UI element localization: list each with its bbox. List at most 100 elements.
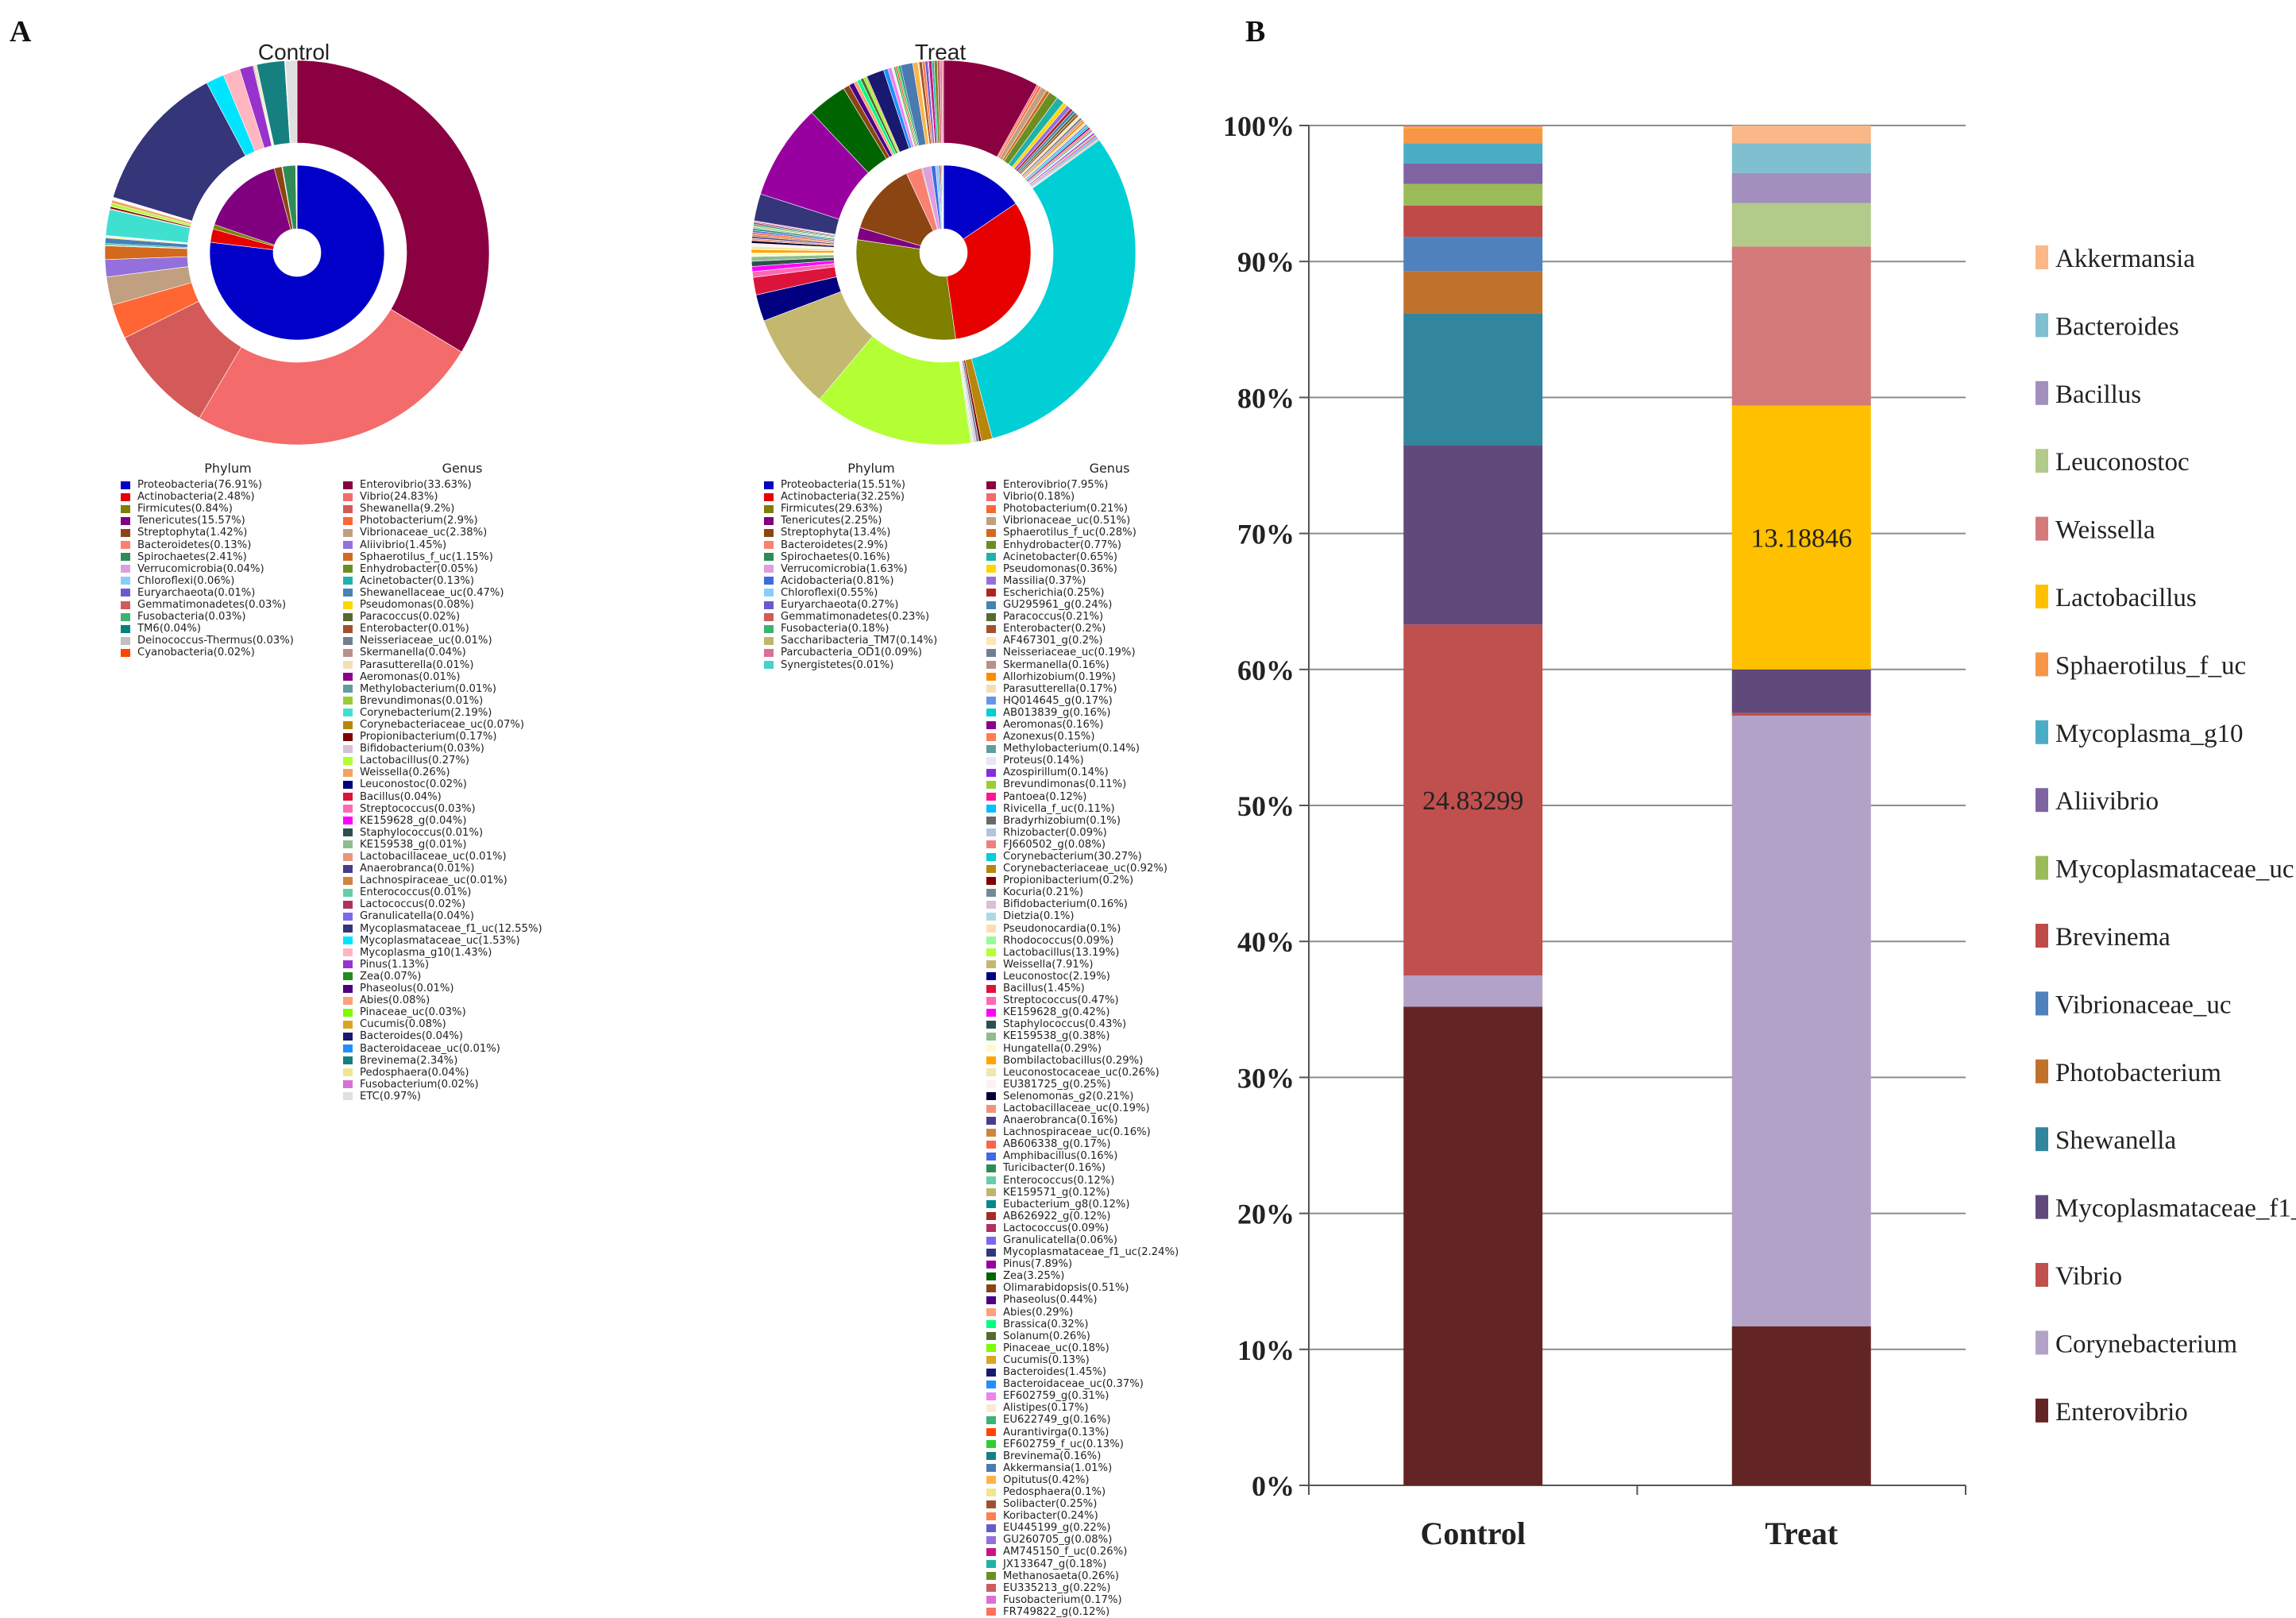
legend-swatch	[986, 769, 996, 777]
treat-genus-legend-item: Brassica(0.32%)	[986, 1319, 1233, 1330]
treat-genus-legend-item: Abies(0.29%)	[986, 1307, 1233, 1319]
legend-header: Genus	[986, 462, 1233, 474]
bar-segment-control-weissella	[1403, 126, 1542, 127]
control-genus-legend-item: Bacteroides(0.04%)	[343, 1030, 581, 1042]
treat-genus-legend-item: Escherichia(0.25%)	[986, 587, 1233, 599]
legend-label: Firmicutes(29.63%)	[781, 503, 882, 515]
legend-label: Skermanella(0.16%)	[1003, 659, 1109, 671]
control-phylum-legend-item: Cyanobacteria(0.02%)	[121, 647, 335, 658]
control-genus-legend-item: Vibrionaceae_uc(2.38%)	[343, 527, 581, 539]
legend-label: Pinaceae_uc(0.18%)	[1003, 1342, 1109, 1354]
legend-swatch	[764, 493, 774, 501]
legend-swatch	[343, 877, 353, 885]
legend-swatch	[986, 625, 996, 633]
control-genus-legend-item: Propionibacterium(0.17%)	[343, 731, 581, 743]
treat-genus-legend-item: Solibacter(0.25%)	[986, 1498, 1233, 1510]
legend-label: Verrucomicrobia(1.63%)	[781, 563, 908, 575]
legend-swatch	[986, 1356, 996, 1364]
bar-segment-treat-lactobacillus	[1732, 406, 1871, 670]
legend-label: Hungatella(0.29%)	[1003, 1043, 1102, 1055]
legend-swatch	[764, 517, 774, 525]
legend-label: Cucumis(0.13%)	[1003, 1354, 1090, 1366]
legend-label: Escherichia(0.25%)	[1003, 587, 1105, 599]
legend-swatch	[343, 685, 353, 693]
treat-genus-legend-item: KE159628_g(0.42%)	[986, 1006, 1233, 1018]
control-genus-legend-item: Mycoplasma_g10(1.43%)	[343, 947, 581, 959]
legend-label: Corynebacteriaceae_uc(0.07%)	[360, 719, 524, 731]
treat-genus-legend-item: Rivicella_f_uc(0.11%)	[986, 803, 1233, 815]
legend-label: Lactococcus(0.09%)	[1003, 1222, 1109, 1234]
legend-swatch	[986, 1381, 996, 1388]
legend-label: Photobacterium	[2055, 1059, 2221, 1087]
treat-genus-legend-item: Kocuria(0.21%)	[986, 886, 1233, 898]
control-genus-legend-item: Leuconostoc(0.02%)	[343, 778, 581, 790]
treat-phylum-legend-item: Gemmatimonadetes(0.23%)	[764, 611, 978, 623]
legend-label: Tenericutes(2.25%)	[781, 515, 882, 527]
y-tick-label: 70%	[1237, 519, 1295, 550]
legend-label: Akkermansia(1.01%)	[1003, 1462, 1112, 1474]
treat-genus-legend-item: Bacteroides(1.45%)	[986, 1366, 1233, 1378]
legend-swatch	[2036, 245, 2048, 269]
legend-swatch	[343, 948, 353, 956]
legend-label: Euryarchaeota(0.01%)	[137, 587, 255, 599]
treat-genus-legend-item: GU260705_g(0.08%)	[986, 1534, 1233, 1546]
legend-swatch	[764, 505, 774, 513]
legend-swatch	[986, 948, 996, 956]
treat-genus-legend-item: Alistipes(0.17%)	[986, 1402, 1233, 1414]
legend-swatch	[121, 517, 130, 525]
bar-segment-control-mycoplasmataceae_uc	[1403, 184, 1542, 206]
treat-genus-legend-item: Proteus(0.14%)	[986, 755, 1233, 767]
legend-label: Vibrio	[2055, 1262, 2122, 1291]
legend-label: Mycoplasmataceae_f1_uc(2.24%)	[1003, 1246, 1179, 1258]
treat-phylum-legend-item: Spirochaetes(0.16%)	[764, 551, 978, 563]
treat-phylum-legend-item: Tenericutes(2.25%)	[764, 515, 978, 527]
treat-phylum-legend-item: Euryarchaeota(0.27%)	[764, 599, 978, 611]
control-genus-legend-item: Enterococcus(0.01%)	[343, 886, 581, 898]
treat-phylum-legend-item: Actinobacteria(32.25%)	[764, 491, 978, 503]
legend-label: Bacillus(1.45%)	[1003, 983, 1085, 994]
control-phylum-legend-item: Deinococcus-Thermus(0.03%)	[121, 635, 335, 647]
legend-swatch	[986, 840, 996, 848]
legend-treat-phylum: Phylum Proteobacteria(15.51%)Actinobacte…	[764, 462, 978, 671]
legend-swatch	[986, 733, 996, 741]
legend-label: Pedosphaera(0.1%)	[1003, 1486, 1106, 1498]
legend-label: Firmicutes(0.84%)	[137, 503, 233, 515]
treat-genus-legend-item: EF602759_f_uc(0.13%)	[986, 1438, 1233, 1450]
control-genus-legend-item: KE159538_g(0.01%)	[343, 839, 581, 851]
legend-swatch	[343, 721, 353, 729]
control-genus-legend-item: Abies(0.08%)	[343, 994, 581, 1006]
control-genus-legend-item: Cucumis(0.08%)	[343, 1018, 581, 1030]
control-phylum-legend-item: Verrucomicrobia(0.04%)	[121, 563, 335, 575]
legend-swatch	[986, 565, 996, 573]
legend-swatch	[986, 529, 996, 537]
legend-swatch	[986, 817, 996, 824]
treat-genus-legend-item: GU295961_g(0.24%)	[986, 599, 1233, 611]
treat-genus-legend-item: Pinaceae_uc(0.18%)	[986, 1342, 1233, 1354]
treat-genus-legend-item: Turicibacter(0.16%)	[986, 1162, 1233, 1174]
legend-swatch	[121, 613, 130, 621]
treat-genus-legend-item: Koribacter(0.24%)	[986, 1510, 1233, 1522]
legend-label: Fusobacterium(0.17%)	[1003, 1594, 1122, 1606]
legend-swatch	[343, 925, 353, 933]
legend-swatch	[121, 529, 130, 537]
legend-label: Opitutus(0.42%)	[1003, 1474, 1090, 1486]
treat-genus-legend-item: Propionibacterium(0.2%)	[986, 875, 1233, 886]
legend-label: Lactococcus(0.02%)	[360, 898, 465, 910]
legend-swatch	[986, 960, 996, 968]
legend-label: EU335213_g(0.22%)	[1003, 1582, 1110, 1594]
legend-swatch	[343, 805, 353, 813]
legend-label: Shewanellaceae_uc(0.47%)	[360, 587, 504, 599]
legend-header: Phylum	[764, 462, 978, 474]
control-genus-legend-item: Mycoplasmataceae_uc(1.53%)	[343, 935, 581, 947]
treat-genus-legend-item: Vibrionaceae_uc(0.51%)	[986, 515, 1233, 527]
treat-genus-legend-item: Opitutus(0.42%)	[986, 1474, 1233, 1486]
legend-label: Cucumis(0.08%)	[360, 1018, 446, 1030]
legend-label: Pseudomonas(0.08%)	[360, 599, 474, 611]
legend-label: Saccharibacteria_TM7(0.14%)	[781, 635, 937, 647]
legend-swatch	[2036, 313, 2048, 337]
legend-label: Eubacterium_g8(0.12%)	[1003, 1199, 1130, 1211]
treat-genus-legend-item: Methylobacterium(0.14%)	[986, 743, 1233, 755]
legend-label: Gemmatimonadetes(0.03%)	[137, 599, 286, 611]
legend-label: Pinus(1.13%)	[360, 959, 429, 971]
legend-label: Shewanella	[2055, 1126, 2176, 1155]
